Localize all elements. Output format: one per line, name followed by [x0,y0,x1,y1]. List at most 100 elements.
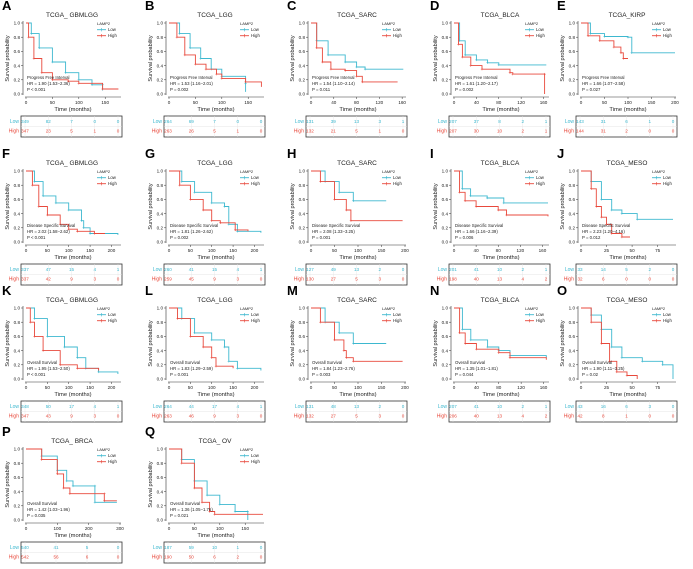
risk-count-high: 27 [331,414,337,419]
legend-title: LAMP2 [97,306,111,311]
panel-letter: I [430,146,434,161]
x-tick-label: 80 [354,100,360,105]
censor-mark-low [76,356,79,359]
censor-mark-high [457,43,460,46]
y-axis-label: Survival probability [5,183,11,229]
censor-mark-low [30,32,33,35]
km-panel-f: F TCGA_ GBMLGG 0.0 0.2 0.4 0.6 0.8 1.0 Survival … [0,146,138,291]
censor-mark-high [600,342,603,345]
y-tick-label: 1.0 [442,306,449,311]
risk-count-low: 10 [212,545,218,550]
censor-mark-low [199,57,202,60]
legend-title: LAMP2 [382,169,396,174]
risk-count-low: 1 [236,545,239,550]
y-tick-label: 0.2 [442,78,449,83]
risk-count-high: 46 [189,414,195,419]
censor-mark-high [474,205,478,208]
risk-count-high: 1 [545,129,548,134]
risk-count-high: 9 [70,277,73,282]
risk-count-high: 263 [164,129,172,134]
risk-row-label-high: High [9,414,20,420]
censor-mark-high [461,55,464,59]
risk-count-low: 31 [601,119,607,124]
km-panel-j: J TCGA_MESO 0.0 0.2 0.4 0.6 0.8 1.0 Survival pro… [555,146,693,291]
km-plot: TCGA_ BRCA 0.0 0.2 0.4 0.6 0.8 1.0 Survival pro… [5,438,124,564]
panel-letter: O [557,283,568,298]
panel-title: TCGA_MESO [607,160,648,167]
censor-mark-high [56,472,59,476]
censor-mark-low [93,501,97,504]
y-tick-label: 1.0 [14,447,21,452]
x-axis-label: Time (months) [54,533,91,539]
panel-letter: H [287,146,297,161]
y-tick-label: 0.6 [569,197,576,202]
censor-mark-high [244,80,247,84]
p-value: P < 0.001 [27,235,46,240]
censor-mark-low [620,212,624,215]
censor-mark-high [208,510,211,513]
risk-count-high: 0 [260,414,263,419]
endpoint-label: Overall Survival [27,360,57,365]
risk-count-low: 2 [521,267,524,272]
risk-count-high: 9 [213,414,216,419]
y-tick-label: 0.2 [299,226,306,231]
risk-count-high: 0 [117,414,120,419]
y-tick-label: 0.2 [14,226,21,231]
risk-count-high: 26 [189,129,195,134]
censor-mark-low [233,510,237,513]
censor-mark-low [67,208,70,212]
risk-count-high: 0 [402,414,405,419]
km-panel-o: O TCGA_MESO 0.0 0.2 0.4 0.6 0.8 1.0 Survival pro… [555,283,693,428]
risk-row-label-low: Low [438,404,448,410]
censor-mark-high [103,499,106,503]
panel-title: TCGA_MESO [607,297,648,304]
risk-count-high: 0 [672,414,675,419]
risk-count-low: 1 [117,267,120,272]
y-tick-label: 0.0 [299,240,306,245]
hazard-ratio: HR = 2.02 (1.58−2.62) [27,229,70,234]
censor-mark-high [508,71,512,74]
x-axis-label: Time (months) [482,255,519,261]
censor-mark-high [595,205,598,208]
risk-count-low: 5 [86,545,89,550]
y-axis-label: Survival probability [560,35,566,81]
risk-row-label-high: High [152,277,163,283]
censor-mark-high [204,67,208,71]
endpoint-label: Progress Free Interval [312,75,355,80]
y-tick-label: 1.0 [442,21,449,26]
legend-title: LAMP2 [525,306,539,311]
legend-title: LAMP2 [652,306,666,311]
endpoint-label: Overall Survival [170,360,200,365]
y-tick-label: 0.0 [569,377,576,382]
y-tick-label: 1.0 [569,21,576,26]
censor-mark-high [333,198,336,201]
legend-title: LAMP2 [97,447,111,452]
risk-count-low: 1 [648,119,651,124]
risk-count-high: 1 [236,129,239,134]
x-tick-label: 120 [517,100,525,105]
censor-mark-low [338,191,341,194]
risk-row-label-high: High [294,129,305,135]
x-axis-label: Time (months) [339,107,376,113]
panel-letter: J [557,146,565,161]
censor-mark-high [210,356,213,359]
risk-count-high: 31 [601,129,607,134]
risk-count-low: 2 [521,119,524,124]
risk-row-label-low: Low [295,404,305,410]
censor-mark-high [497,208,500,212]
y-axis-label: Survival probability [290,183,296,229]
km-panel-b: B TCGA_LGG 0.0 0.2 0.4 0.6 0.8 1.0 Survival prob… [143,0,281,143]
legend-label-low: Low [251,312,260,317]
risk-count-high: 5 [355,277,358,282]
y-tick-label: 0.0 [157,518,164,523]
censor-mark-low [352,342,355,345]
legend-label-low: Low [536,312,545,317]
risk-count-high: 5 [355,129,358,134]
panel-letter: M [287,283,298,298]
panel-title: TCGA_SARC [337,160,377,167]
x-tick-label: 200 [671,100,679,105]
risk-count-high: 5 [355,414,358,419]
legend-label-low: Low [393,175,402,180]
risk-row-label-low: Low [10,267,20,273]
risk-count-high: 130 [306,277,314,282]
